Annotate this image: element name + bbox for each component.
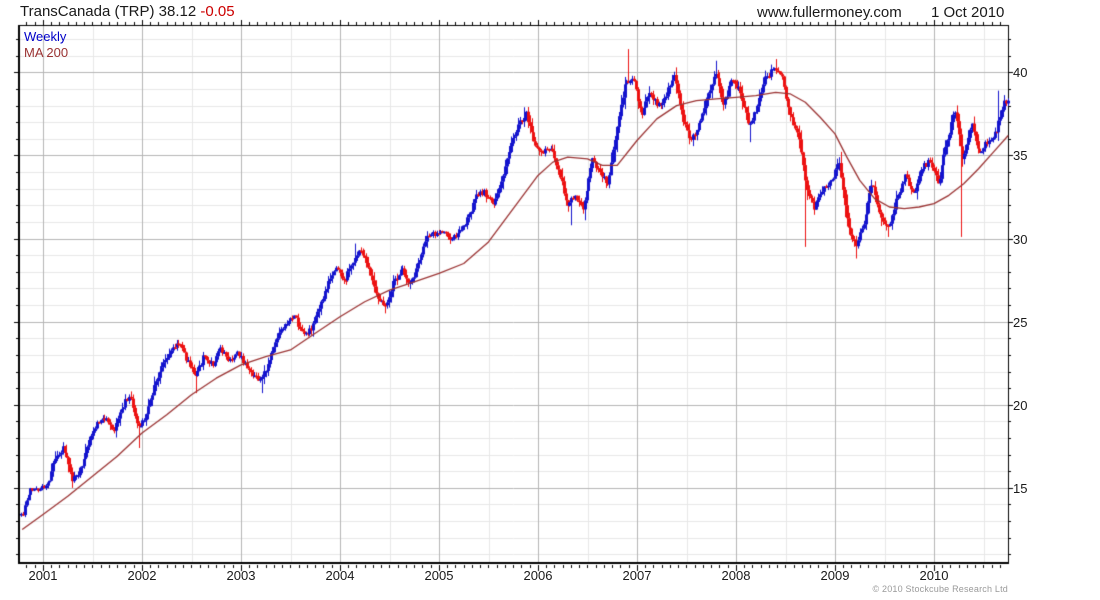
y-axis-tick-label: 20 [1013, 397, 1028, 413]
page-title: TransCanada (TRP) 38.12 -0.05 [20, 3, 235, 20]
price-change: -0.05 [200, 3, 235, 20]
y-axis-tick-label: 15 [1013, 480, 1028, 496]
copyright-notice: © 2010 Stockcube Research Ltd [872, 584, 1008, 594]
y-axis-tick-label: 25 [1013, 314, 1028, 330]
x-axis-tick-label: 2002 [127, 568, 157, 583]
x-axis-tick-label: 2006 [523, 568, 553, 583]
y-axis-tick-label: 40 [1013, 65, 1028, 81]
x-axis-tick-label: 2009 [820, 568, 850, 583]
x-axis-tick-label: 2010 [919, 568, 949, 583]
chart-date: 1 Oct 2010 [931, 4, 1005, 21]
legend-weekly-label: Weekly [24, 29, 67, 44]
y-axis-tick-label: 30 [1013, 231, 1028, 247]
site-url: www.fullermoney.com [757, 4, 902, 21]
legend-ma200-label: MA 200 [24, 45, 69, 60]
x-axis-tick-label: 2007 [622, 568, 652, 583]
x-axis-tick-label: 2008 [721, 568, 751, 583]
x-axis-tick-label: 2003 [226, 568, 256, 583]
instrument-title: TransCanada (TRP) 38.12 [20, 3, 201, 20]
x-axis-tick-label: 2004 [325, 568, 355, 583]
x-axis-tick-label: 2001 [28, 568, 58, 583]
x-axis-tick-label: 2005 [424, 568, 454, 583]
y-axis-tick-label: 35 [1013, 148, 1028, 164]
